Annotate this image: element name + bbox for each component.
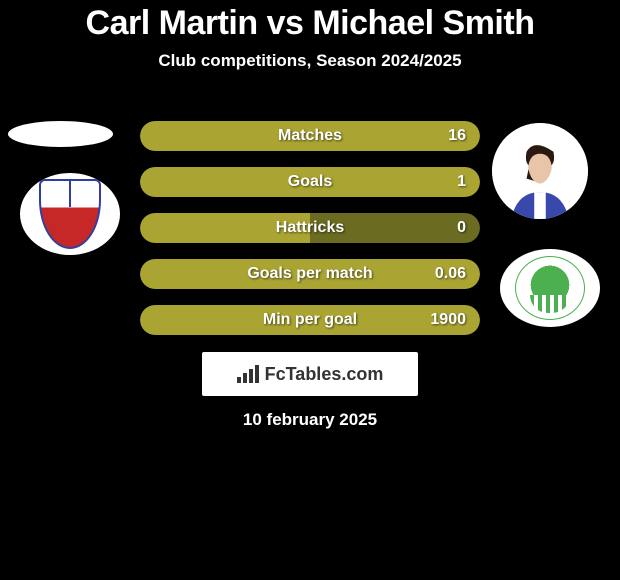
watermark: FcTables.com xyxy=(202,352,418,396)
club-left-shield-icon xyxy=(39,179,101,249)
player-left-name: Carl Martin xyxy=(86,4,258,42)
bar-value-right: 0 xyxy=(457,219,466,237)
stat-bar-row: Hattricks 0 xyxy=(140,213,480,243)
page-title: Carl Martin vs Michael Smith xyxy=(0,0,620,43)
stat-bar-row: Matches 16 xyxy=(140,121,480,151)
club-right-crest xyxy=(500,249,600,327)
player-right-name: Michael Smith xyxy=(312,4,534,42)
stat-bar-row: Goals per match 0.06 xyxy=(140,259,480,289)
club-left-crest xyxy=(20,173,120,255)
bar-value-right: 0.06 xyxy=(435,265,466,283)
bar-value-right: 1900 xyxy=(430,311,466,329)
bar-label: Min per goal xyxy=(263,311,357,329)
player-right-avatar xyxy=(492,123,588,219)
bar-value-right: 16 xyxy=(448,127,466,145)
watermark-bars-icon xyxy=(237,365,259,383)
stat-bar-row: Goals 1 xyxy=(140,167,480,197)
bar-value-right: 1 xyxy=(457,173,466,191)
bar-label: Goals xyxy=(288,173,332,191)
vs-label: vs xyxy=(267,4,304,42)
stat-bars: Matches 16 Goals 1 Hattricks 0 Goals per match… xyxy=(140,121,480,351)
stat-bar-row: Min per goal 1900 xyxy=(140,305,480,335)
comparison-container: Carl Martin vs Michael Smith Club compet… xyxy=(0,0,620,341)
bar-label: Hattricks xyxy=(276,219,344,237)
main-area: Matches 16 Goals 1 Hattricks 0 Goals per match… xyxy=(0,111,620,341)
watermark-text: FcTables.com xyxy=(265,364,384,385)
date-label: 10 february 2025 xyxy=(243,410,377,430)
bar-label: Matches xyxy=(278,127,342,145)
player-left-avatar xyxy=(8,121,113,147)
bar-label: Goals per match xyxy=(247,265,372,283)
club-right-badge-icon xyxy=(515,256,585,320)
subtitle: Club competitions, Season 2024/2025 xyxy=(0,51,620,71)
